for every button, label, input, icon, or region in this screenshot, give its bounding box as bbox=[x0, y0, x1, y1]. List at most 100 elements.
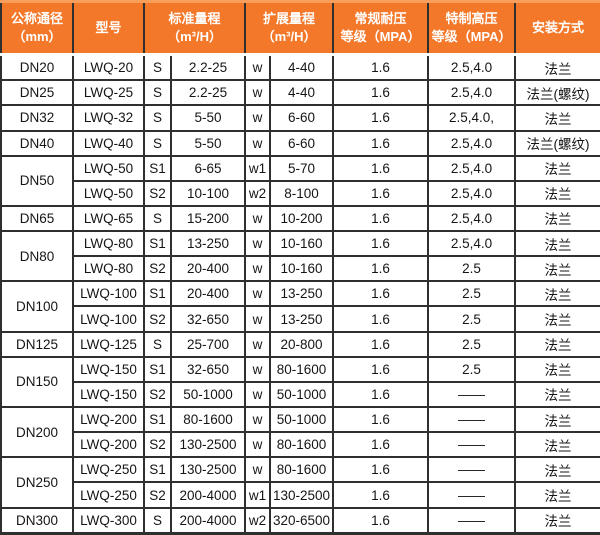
table-row: LWQ-250 S2 200-4000 w1 130-2500 1.6 —— 法… bbox=[1, 481, 600, 509]
std-range-cell: 13-250 bbox=[169, 230, 247, 258]
table-row: LWQ-200 S2 130-2500 w 80-1600 1.6 —— 法兰 bbox=[1, 431, 600, 459]
std-code-cell: S bbox=[143, 53, 172, 82]
install-cell: 法兰 bbox=[514, 506, 600, 535]
pressure-cell: 1.6 bbox=[332, 79, 430, 107]
std-range-cell: 32-650 bbox=[169, 355, 247, 383]
pressure-cell: 1.6 bbox=[332, 53, 430, 82]
pressure-cell: 1.6 bbox=[332, 481, 430, 509]
ext-code-cell: w bbox=[244, 406, 272, 434]
ext-code-cell: w2 bbox=[244, 506, 272, 535]
model-cell: LWQ-80 bbox=[72, 255, 145, 283]
pressure-cell: 1.6 bbox=[332, 280, 430, 308]
install-cell: 法兰 bbox=[514, 53, 600, 82]
table-row: DN20 LWQ-20 S 2.2-25 w 4-40 1.6 2.5,4.0 … bbox=[0, 53, 600, 82]
model-cell: LWQ-150 bbox=[72, 380, 145, 409]
std-range-cell: 10-100 bbox=[169, 179, 247, 207]
high-pressure-cell: 2.5 bbox=[427, 355, 517, 383]
ext-code-cell: w bbox=[244, 255, 272, 283]
model-cell: LWQ-200 bbox=[72, 431, 145, 459]
std-code-cell: S1 bbox=[143, 230, 172, 258]
table-row: DN32 LWQ-32 S 5-50 w 6-60 1.6 2.5,4.0, 法… bbox=[0, 104, 600, 132]
pressure-cell: 1.6 bbox=[332, 179, 430, 207]
header-model: 型号 bbox=[72, 0, 145, 56]
std-range-cell: 200-4000 bbox=[169, 506, 247, 535]
ext-range-cell: 4-40 bbox=[269, 79, 335, 107]
ext-code-cell: w bbox=[244, 204, 272, 233]
install-cell: 法兰 bbox=[514, 355, 600, 383]
pressure-cell: 1.6 bbox=[332, 154, 430, 182]
install-cell: 法兰 bbox=[514, 179, 600, 207]
install-cell: 法兰 bbox=[514, 456, 600, 484]
header-high-pressure-rating: 特制高压 等级（MPA） bbox=[427, 0, 517, 56]
high-pressure-cell: 2.5,4.0 bbox=[427, 154, 517, 182]
model-cell: LWQ-50 bbox=[72, 179, 145, 207]
model-cell: LWQ-100 bbox=[72, 305, 145, 333]
std-code-cell: S2 bbox=[143, 380, 172, 409]
std-range-cell: 20-400 bbox=[169, 280, 247, 308]
table-row: DN200 LWQ-200 S1 80-1600 w 50-1000 1.6 —… bbox=[0, 406, 600, 459]
install-cell: 法兰 bbox=[514, 305, 600, 333]
pressure-cell: 1.6 bbox=[332, 456, 430, 484]
pressure-cell: 1.6 bbox=[332, 431, 430, 459]
high-pressure-cell: 2.5,4.0 bbox=[427, 79, 517, 107]
install-cell: 法兰 bbox=[514, 330, 600, 358]
header-extended-range: 扩展量程 （m³/H） bbox=[244, 0, 335, 56]
ext-code-cell: w bbox=[244, 79, 272, 107]
ext-code-cell: w bbox=[244, 431, 272, 459]
std-code-cell: S2 bbox=[143, 305, 172, 333]
std-range-cell: 80-1600 bbox=[169, 406, 247, 434]
install-cell: 法兰 bbox=[514, 104, 600, 132]
std-code-cell: S bbox=[143, 204, 172, 233]
std-code-cell: S bbox=[143, 129, 172, 157]
model-cell: LWQ-150 bbox=[72, 355, 145, 383]
ext-range-cell: 50-1000 bbox=[269, 406, 335, 434]
std-range-cell: 5-50 bbox=[169, 129, 247, 157]
model-cell: LWQ-250 bbox=[72, 456, 145, 484]
std-code-cell: S bbox=[143, 79, 172, 107]
model-cell: LWQ-200 bbox=[72, 406, 145, 434]
header-standard-range: 标准量程 （m³/H） bbox=[142, 0, 247, 56]
high-pressure-cell: —— bbox=[427, 406, 517, 434]
std-range-cell: 2.2-25 bbox=[169, 79, 247, 107]
std-code-cell: S1 bbox=[143, 355, 172, 383]
ext-range-cell: 20-800 bbox=[269, 330, 335, 358]
table-row: LWQ-80 S2 20-400 w 10-160 1.6 2.5 法兰 bbox=[1, 255, 600, 283]
dn-cell: DN32 bbox=[0, 104, 74, 132]
dn-cell: DN20 bbox=[0, 53, 74, 82]
std-range-cell: 25-700 bbox=[169, 330, 247, 358]
ext-range-cell: 130-2500 bbox=[269, 481, 335, 509]
ext-range-cell: 13-250 bbox=[269, 305, 335, 333]
ext-code-cell: w1 bbox=[244, 481, 272, 509]
model-cell: LWQ-40 bbox=[72, 129, 145, 157]
table-row: DN250 LWQ-250 S1 130-2500 w 80-1600 1.6 … bbox=[0, 456, 600, 509]
high-pressure-cell: 2.5 bbox=[427, 330, 517, 358]
model-cell: LWQ-20 bbox=[72, 53, 145, 82]
dn-cell: DN300 bbox=[0, 506, 74, 535]
ext-range-cell: 4-40 bbox=[269, 53, 335, 82]
high-pressure-cell: 2.5 bbox=[427, 255, 517, 283]
table-row: DN80 LWQ-80 S1 13-250 w 10-160 1.6 2.5,4… bbox=[0, 230, 600, 283]
model-cell: LWQ-65 bbox=[72, 204, 145, 233]
table-row: DN40 LWQ-40 S 5-50 w 6-60 1.6 2.5,4.0 法兰… bbox=[0, 129, 600, 157]
high-pressure-cell: —— bbox=[427, 481, 517, 509]
pressure-cell: 1.6 bbox=[332, 305, 430, 333]
install-cell: 法兰 bbox=[514, 481, 600, 509]
install-cell: 法兰 bbox=[514, 380, 600, 409]
std-range-cell: 5-50 bbox=[169, 104, 247, 132]
dn-cell: DN40 bbox=[0, 129, 74, 157]
high-pressure-cell: 2.5,4.0 bbox=[427, 204, 517, 233]
std-code-cell: S2 bbox=[143, 431, 172, 459]
table-row: DN65 LWQ-65 S 15-200 w 10-200 1.6 2.5,4.… bbox=[0, 204, 600, 233]
std-range-cell: 50-1000 bbox=[169, 380, 247, 409]
std-code-cell: S1 bbox=[143, 154, 172, 182]
ext-range-cell: 80-1600 bbox=[269, 456, 335, 484]
header-install-method: 安装方式 bbox=[514, 0, 600, 56]
ext-code-cell: w bbox=[244, 456, 272, 484]
ext-code-cell: w bbox=[244, 53, 272, 82]
model-cell: LWQ-300 bbox=[72, 506, 145, 535]
dn-cell: DN200 bbox=[0, 406, 74, 459]
pressure-cell: 1.6 bbox=[332, 230, 430, 258]
ext-code-cell: w bbox=[244, 380, 272, 409]
pressure-cell: 1.6 bbox=[332, 355, 430, 383]
ext-range-cell: 80-1600 bbox=[269, 355, 335, 383]
